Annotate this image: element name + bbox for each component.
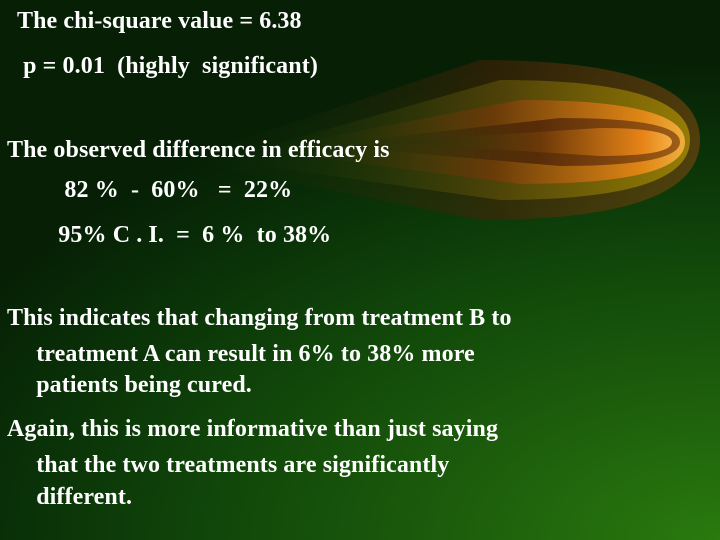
chi-square-line: The chi-square value = 6.38 xyxy=(17,8,302,34)
difference-calculation-line: 82 % - 60% = 22% xyxy=(40,177,293,203)
observed-difference-line: The observed difference in efficacy is xyxy=(7,137,390,163)
again-line-1: Again, this is more informative than jus… xyxy=(7,416,499,442)
indication-line-2: treatment A can result in 6% to 38% more xyxy=(24,341,475,367)
indication-line-1: This indicates that changing from treatm… xyxy=(7,305,512,331)
again-line-3: different. xyxy=(24,484,133,510)
again-line-2: that the two treatments are significantl… xyxy=(24,452,450,478)
stripe-shape xyxy=(380,128,672,156)
p-value-line: p = 0.01 (highly significant) xyxy=(17,53,318,79)
indication-line-3: patients being cured. xyxy=(24,372,252,398)
confidence-interval-line: 95% C . I. = 6 % to 38% xyxy=(40,222,332,248)
